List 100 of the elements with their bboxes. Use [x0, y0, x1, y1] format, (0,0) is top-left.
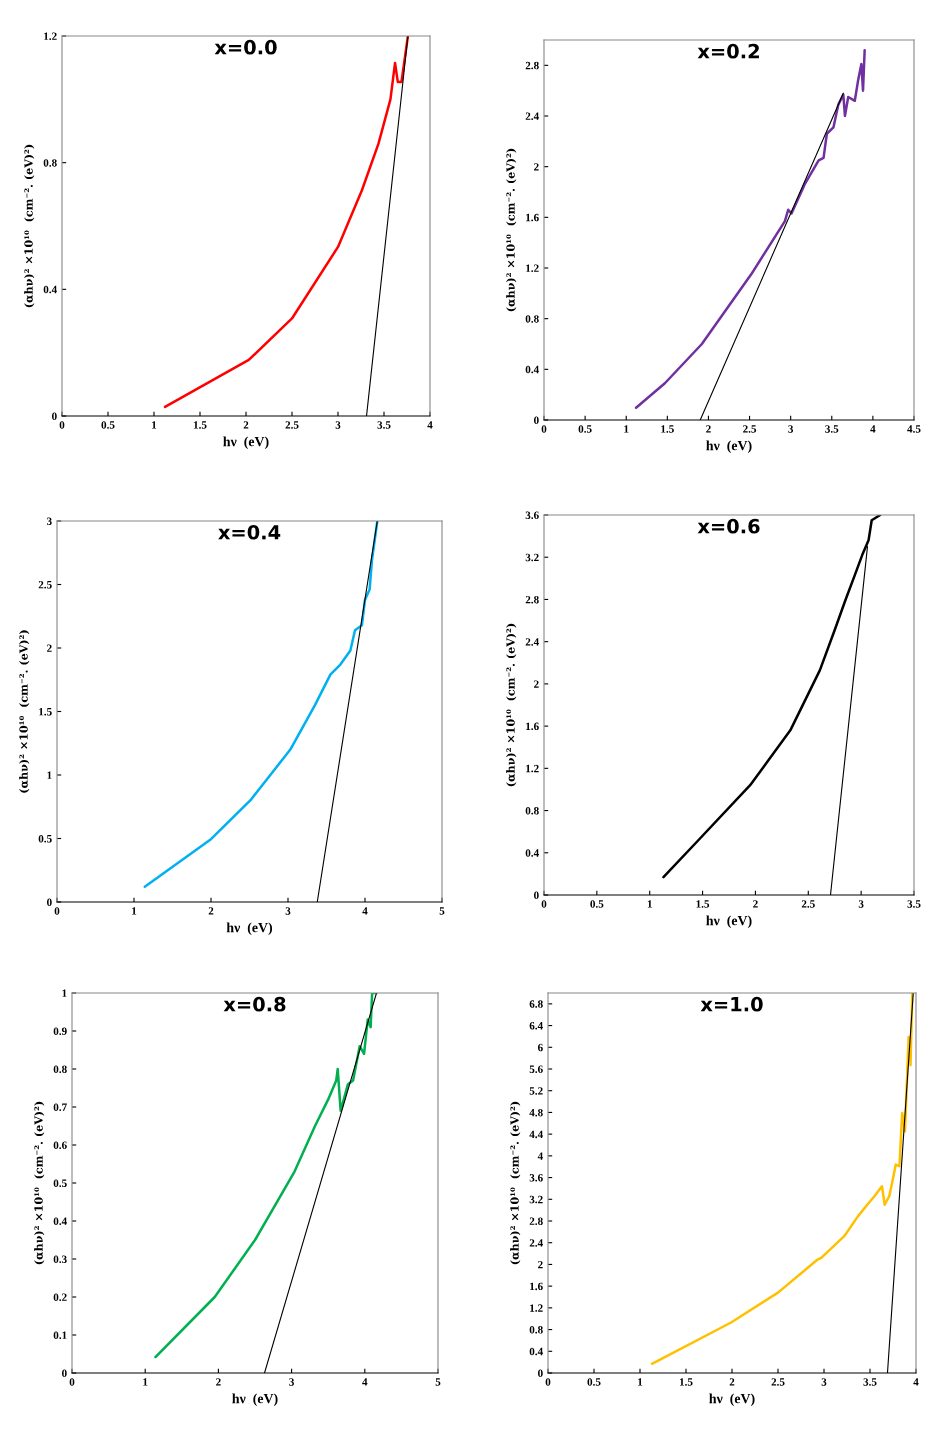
x-tick-label: 3 [858, 900, 864, 908]
y-tick-label: 0.8 [43, 159, 57, 167]
x-tick-label: 2 [706, 425, 711, 433]
chart-title: x=1.0 [700, 996, 763, 1012]
x-axis-title: hν (eV) [709, 1393, 755, 1407]
y-tick-label: 0.2 [53, 1293, 67, 1302]
x-tick-label: 1 [647, 900, 652, 908]
x-tick-label: 1.5 [696, 900, 710, 908]
y-tick-label: 0.4 [525, 849, 539, 857]
x-tick-label: 2.5 [771, 1378, 785, 1386]
y-axis-title: (αhν)² ×10¹⁰ (cm⁻². (eV)²) [34, 1101, 45, 1265]
x-tick-label: 2.5 [285, 421, 299, 429]
chart-title: x=0.0 [214, 39, 277, 55]
y-axis-title: (αhν)² ×10¹⁰ (cm⁻². (eV)²) [24, 144, 35, 308]
y-tick-label: 0.8 [525, 807, 539, 815]
y-tick-label: 2.4 [529, 1239, 543, 1247]
y-tick-label: 0.9 [53, 1027, 67, 1036]
x-tick-label: 3 [285, 907, 291, 915]
x-tick-label: 1.5 [193, 421, 207, 429]
y-tick-label: 0.4 [529, 1347, 543, 1356]
x-tick-label: 3 [289, 1378, 294, 1386]
y-tick-label: 0.1 [53, 1331, 67, 1340]
y-tick-label: 1.2 [526, 764, 539, 773]
y-tick-label: 3.6 [525, 511, 539, 520]
y-tick-label: 6.8 [529, 1000, 543, 1008]
x-tick-label: 3.5 [907, 900, 921, 908]
y-tick-label: 1.6 [526, 722, 539, 731]
y-tick-label: 1.6 [530, 1282, 543, 1291]
chart-title: x=0.8 [223, 996, 286, 1012]
y-tick-label: 2.4 [525, 112, 539, 121]
x-axis-title: hν (eV) [226, 922, 273, 936]
y-tick-label: 3.2 [525, 553, 539, 562]
x-tick-label: 1 [132, 907, 137, 915]
chart-title: x=0.2 [697, 43, 759, 59]
x-tick-label: 2 [729, 1378, 735, 1386]
y-tick-label: 0.3 [53, 1255, 67, 1264]
chart-title: x=0.4 [218, 524, 281, 540]
chart-title: x=0.6 [697, 518, 760, 534]
y-axis-title: (αhν)² ×10¹⁰ (cm⁻². (eV)²) [506, 148, 517, 312]
y-axis-title: (αhν)² ×10¹⁰ (cm⁻². (eV)²) [510, 1101, 521, 1265]
x-tick-label: 1 [638, 1378, 643, 1386]
x-tick-label: 4.5 [907, 425, 921, 433]
y-tick-label: 0 [534, 891, 539, 899]
y-tick-label: 6.4 [529, 1022, 543, 1030]
y-tick-label: 0.4 [525, 365, 539, 374]
x-tick-label: 1 [152, 421, 157, 429]
y-tick-label: 0.8 [53, 1065, 67, 1074]
y-tick-label: 0.7 [53, 1103, 67, 1112]
x-tick-label: 5 [435, 1378, 441, 1386]
y-tick-label: 1.2 [44, 32, 57, 41]
x-tick-label: 4 [427, 421, 433, 429]
x-tick-label: 3.5 [377, 421, 391, 429]
x-tick-label: 2 [216, 1378, 221, 1386]
x-tick-label: 0 [69, 1378, 75, 1386]
x-tick-label: 3.5 [825, 425, 839, 433]
x-tick-label: 4 [362, 907, 368, 915]
x-tick-label: 1.5 [679, 1378, 693, 1386]
y-tick-label: 1.5 [39, 708, 52, 716]
y-tick-label: 0.4 [53, 1217, 67, 1226]
y-tick-label: 1 [47, 771, 52, 779]
y-tick-label: 0.5 [38, 834, 52, 843]
y-tick-label: 2.8 [529, 1217, 543, 1226]
x-axis-title: hν (eV) [232, 1393, 278, 1407]
y-tick-label: 2.4 [525, 638, 539, 646]
y-tick-label: 2 [538, 1260, 543, 1269]
y-tick-label: 5.6 [529, 1065, 543, 1074]
y-tick-label: 4 [537, 1152, 543, 1160]
y-tick-label: 0.8 [525, 315, 539, 323]
x-axis-title: hν (eV) [223, 436, 269, 450]
x-tick-label: 0.5 [587, 1378, 601, 1386]
x-tick-label: 0.5 [101, 421, 115, 429]
x-tick-label: 4 [913, 1378, 919, 1386]
x-tick-label: 2.5 [801, 900, 815, 908]
x-tick-label: 0.5 [578, 425, 592, 433]
x-tick-label: 1.5 [661, 425, 674, 433]
y-tick-label: 0 [62, 1369, 67, 1377]
y-axis-title: (αhν)² ×10¹⁰ (cm⁻². (eV)²) [19, 630, 30, 793]
x-axis-title: hν (eV) [706, 440, 752, 454]
x-tick-label: 3 [335, 421, 341, 429]
y-tick-label: 4.4 [529, 1130, 543, 1139]
y-axis-title: (αhν)² ×10¹⁰ (cm⁻². (eV)²) [506, 623, 517, 787]
y-tick-label: 0 [52, 412, 57, 420]
x-tick-label: 2 [753, 900, 758, 908]
x-tick-label: 2.5 [743, 425, 757, 433]
y-tick-label: 1.2 [526, 264, 539, 273]
y-tick-label: 2.8 [525, 595, 539, 604]
y-tick-label: 3.2 [529, 1195, 543, 1204]
y-tick-label: 4.8 [529, 1108, 543, 1117]
x-tick-label: 2 [208, 907, 214, 915]
x-tick-label: 0.5 [590, 900, 604, 908]
x-tick-label: 5 [439, 907, 445, 915]
x-tick-label: 1 [143, 1378, 148, 1386]
y-tick-label: 2 [534, 163, 539, 171]
y-tick-label: 5.2 [529, 1087, 543, 1095]
y-tick-label: 1.2 [530, 1304, 543, 1312]
x-tick-label: 3 [821, 1378, 827, 1386]
y-tick-label: 1 [62, 989, 67, 997]
x-tick-label: 0 [545, 1378, 551, 1386]
y-tick-label: 3 [47, 517, 52, 525]
y-tick-label: 0.6 [53, 1141, 67, 1150]
